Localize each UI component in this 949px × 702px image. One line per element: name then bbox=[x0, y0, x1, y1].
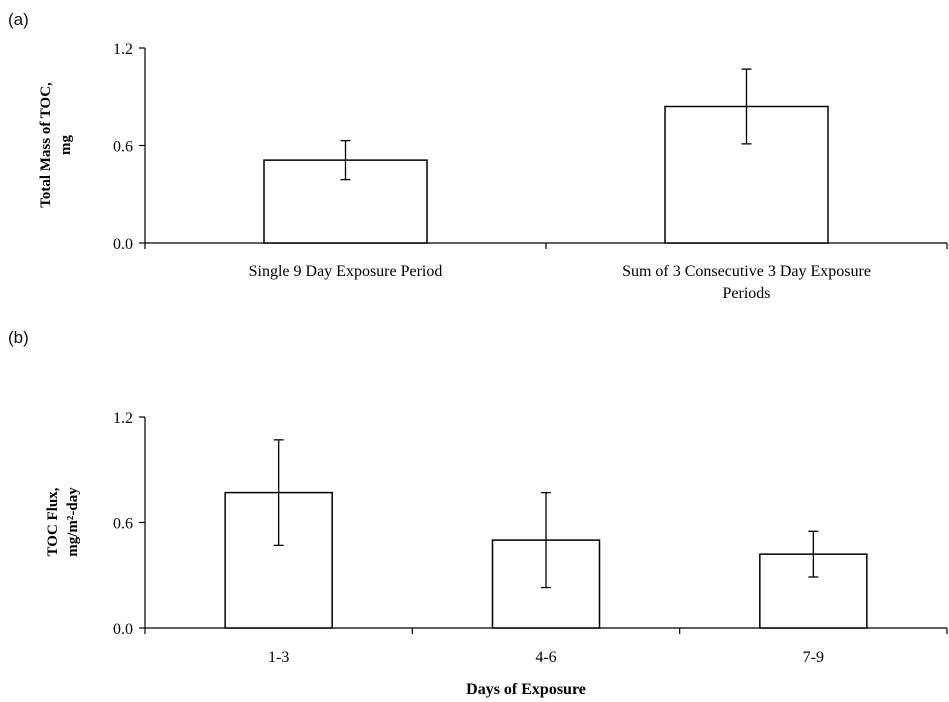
chart2-category-label: 4-6 bbox=[535, 649, 556, 666]
chart1-category-label: Single 9 Day Exposure Period bbox=[249, 263, 443, 280]
chart2-y-tick-label: 0.6 bbox=[113, 516, 133, 533]
chart1-y-axis-label: Total Mass of TOC, mg bbox=[38, 82, 74, 208]
chart2-y-axis-label: TOC Flux, mg/m²-day bbox=[45, 487, 81, 557]
chart1-category-label-line: Periods bbox=[723, 285, 771, 302]
chart1-category-label-line: Single 9 Day Exposure Period bbox=[249, 263, 443, 280]
chart2-y-tick-label: 1.2 bbox=[113, 410, 133, 427]
chart2-category-label-line: 4-6 bbox=[535, 649, 556, 666]
chart2-y-axis-label-line: mg/m²-day bbox=[65, 487, 81, 557]
chart2-category-label: 1-3 bbox=[268, 649, 289, 666]
chart2-y-tick-label: 0.0 bbox=[113, 621, 133, 638]
chart2-category-label: 7-9 bbox=[803, 649, 824, 666]
chart2-category-label-line: 7-9 bbox=[803, 649, 824, 666]
chart1-y-tick-label: 0.0 bbox=[113, 236, 133, 253]
chart1-y-axis-label-line: mg bbox=[58, 135, 74, 155]
chart2-x-axis-label: Days of Exposure bbox=[466, 681, 586, 698]
chart1-y-tick-label: 1.2 bbox=[113, 41, 133, 58]
chart1-y-tick-label: 0.6 bbox=[113, 139, 133, 156]
chart1-category-label-line: Sum of 3 Consecutive 3 Day Exposure bbox=[622, 263, 871, 280]
chart2-y-axis-label-line: TOC Flux, bbox=[45, 487, 61, 556]
chart2-category-label-line: 1-3 bbox=[268, 649, 289, 666]
chart1-y-axis-label-line: Total Mass of TOC, bbox=[38, 82, 54, 208]
chart1-category-label: Sum of 3 Consecutive 3 Day Exposure Perio… bbox=[622, 263, 871, 302]
